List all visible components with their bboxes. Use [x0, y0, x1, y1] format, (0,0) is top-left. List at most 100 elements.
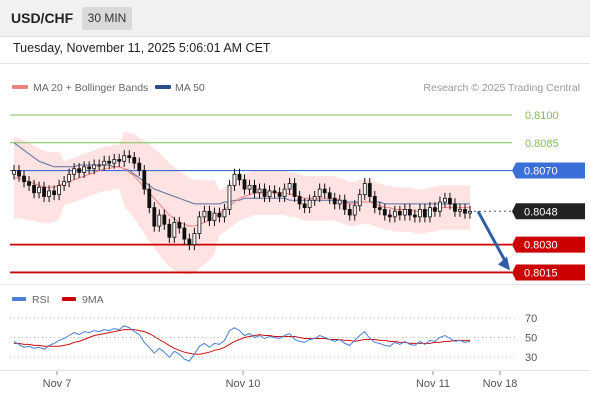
copyright-label: Research © 2025 Trading Central: [423, 82, 580, 94]
candle-body: [182, 227, 187, 240]
price-legend: MA 20 + Bollinger Bands MA 50 Research ©…: [12, 82, 580, 94]
candle-body: [458, 209, 462, 212]
candle-body: [252, 184, 257, 194]
candle-body: [302, 203, 307, 208]
forecast-arrowhead: [498, 256, 510, 271]
candle-body: [443, 197, 447, 203]
candle-body: [372, 196, 377, 208]
candle-body: [468, 210, 472, 214]
candle-body: [157, 214, 162, 227]
last-price-label-box: [512, 203, 585, 220]
candle-body: [438, 201, 442, 212]
rsi-chart[interactable]: RSI 9MA 70 50 30: [0, 285, 590, 371]
candle-body: [37, 186, 41, 194]
candle-body: [417, 209, 422, 218]
candle-body: [247, 184, 252, 190]
candle-body: [392, 210, 397, 218]
candle-body: [237, 173, 242, 181]
candle-body: [137, 162, 142, 171]
candle-body: [267, 190, 272, 197]
time-tick-label: Nov 10: [226, 378, 261, 390]
ma50-legend-label: MA 50: [175, 82, 205, 94]
candle-body: [422, 209, 427, 218]
price-chart[interactable]: MA 20 + Bollinger Bands MA 50 Research ©…: [0, 64, 590, 285]
candle-body: [453, 203, 457, 212]
candle-body: [197, 216, 202, 234]
candle-body: [112, 159, 117, 164]
candle-body: [357, 194, 362, 207]
rsi-legend-swatch: [12, 297, 26, 301]
rsi-legend: RSI 9MA: [12, 294, 104, 306]
candle-body: [327, 192, 332, 199]
last-price-label: 0.8048: [524, 206, 558, 218]
candle-body: [77, 168, 82, 173]
candle-body: [377, 207, 382, 210]
ma9-legend-swatch: [62, 297, 76, 301]
candle-body: [172, 222, 177, 238]
candle-body: [32, 184, 36, 194]
pivot-label-box: [512, 162, 585, 179]
candle-body: [92, 164, 97, 170]
resistance-label: 0.8100: [525, 110, 559, 122]
candle-body: [207, 210, 212, 221]
ma50-line: [13, 142, 470, 205]
candle-body: [147, 188, 152, 209]
candle-body: [337, 199, 342, 205]
candle-body: [12, 170, 16, 175]
candle-body: [232, 173, 237, 186]
rsi-tick-label: 50: [525, 333, 537, 345]
ma20-legend-swatch: [12, 85, 28, 89]
candle-body: [382, 209, 387, 216]
candle-body: [127, 155, 132, 158]
candle-body: [342, 199, 347, 210]
support-label: 0.8015: [524, 267, 558, 279]
bollinger-band: [14, 131, 470, 275]
support-label-box: [512, 264, 585, 281]
support-label: 0.8030: [524, 240, 558, 252]
price-panel: MA 20 + Bollinger Bands MA 50 Research ©…: [0, 63, 590, 285]
candle-body: [212, 212, 217, 221]
candle-body: [192, 233, 197, 246]
time-tick-label: Nov 7: [43, 378, 72, 390]
candle-body: [62, 181, 67, 186]
timeframe-button[interactable]: 30 MIN: [82, 7, 132, 30]
time-tick-label: Nov 11: [416, 378, 450, 390]
rsi-tick-label: 70: [525, 313, 537, 325]
candle-body: [448, 197, 452, 205]
candle-body: [297, 196, 302, 205]
rsi-panel: RSI 9MA 70 50 30: [0, 284, 590, 371]
candle-body: [47, 190, 51, 197]
candle-body: [397, 210, 402, 216]
candle-body: [97, 164, 102, 167]
candle-body: [117, 159, 122, 162]
candle-body: [107, 160, 112, 164]
candle-body: [347, 209, 352, 216]
ma50-legend-swatch: [155, 85, 171, 89]
candle-body: [22, 175, 26, 183]
candle-body: [67, 173, 72, 183]
time-tick-label: Nov 18: [483, 378, 518, 390]
candle-body: [52, 190, 56, 196]
candle-body: [187, 238, 192, 246]
candle-body: [282, 188, 287, 197]
candle-body: [277, 192, 282, 197]
candle-body: [402, 209, 407, 216]
candle-body: [332, 197, 337, 205]
candle-body: [412, 214, 417, 218]
candle-body: [217, 212, 222, 218]
candle-body: [407, 209, 412, 216]
candle-body: [362, 183, 367, 196]
rsi-line: [13, 325, 471, 362]
candle-body: [312, 196, 317, 201]
ma20-legend-label: MA 20 + Bollinger Bands: [33, 82, 148, 94]
candle-body: [202, 210, 207, 218]
candle-body: [292, 183, 297, 197]
rsi-legend-label: RSI: [32, 294, 50, 306]
forecast-arrow: [476, 210, 509, 266]
chart-datetime: Tuesday, November 11, 2025 5:06:01 AM CE…: [13, 41, 271, 55]
candle-body: [82, 166, 87, 173]
candle-body: [72, 168, 77, 175]
symbol-title: USD/CHF: [11, 10, 74, 26]
candle-body: [367, 183, 372, 197]
candle-body: [87, 166, 92, 170]
